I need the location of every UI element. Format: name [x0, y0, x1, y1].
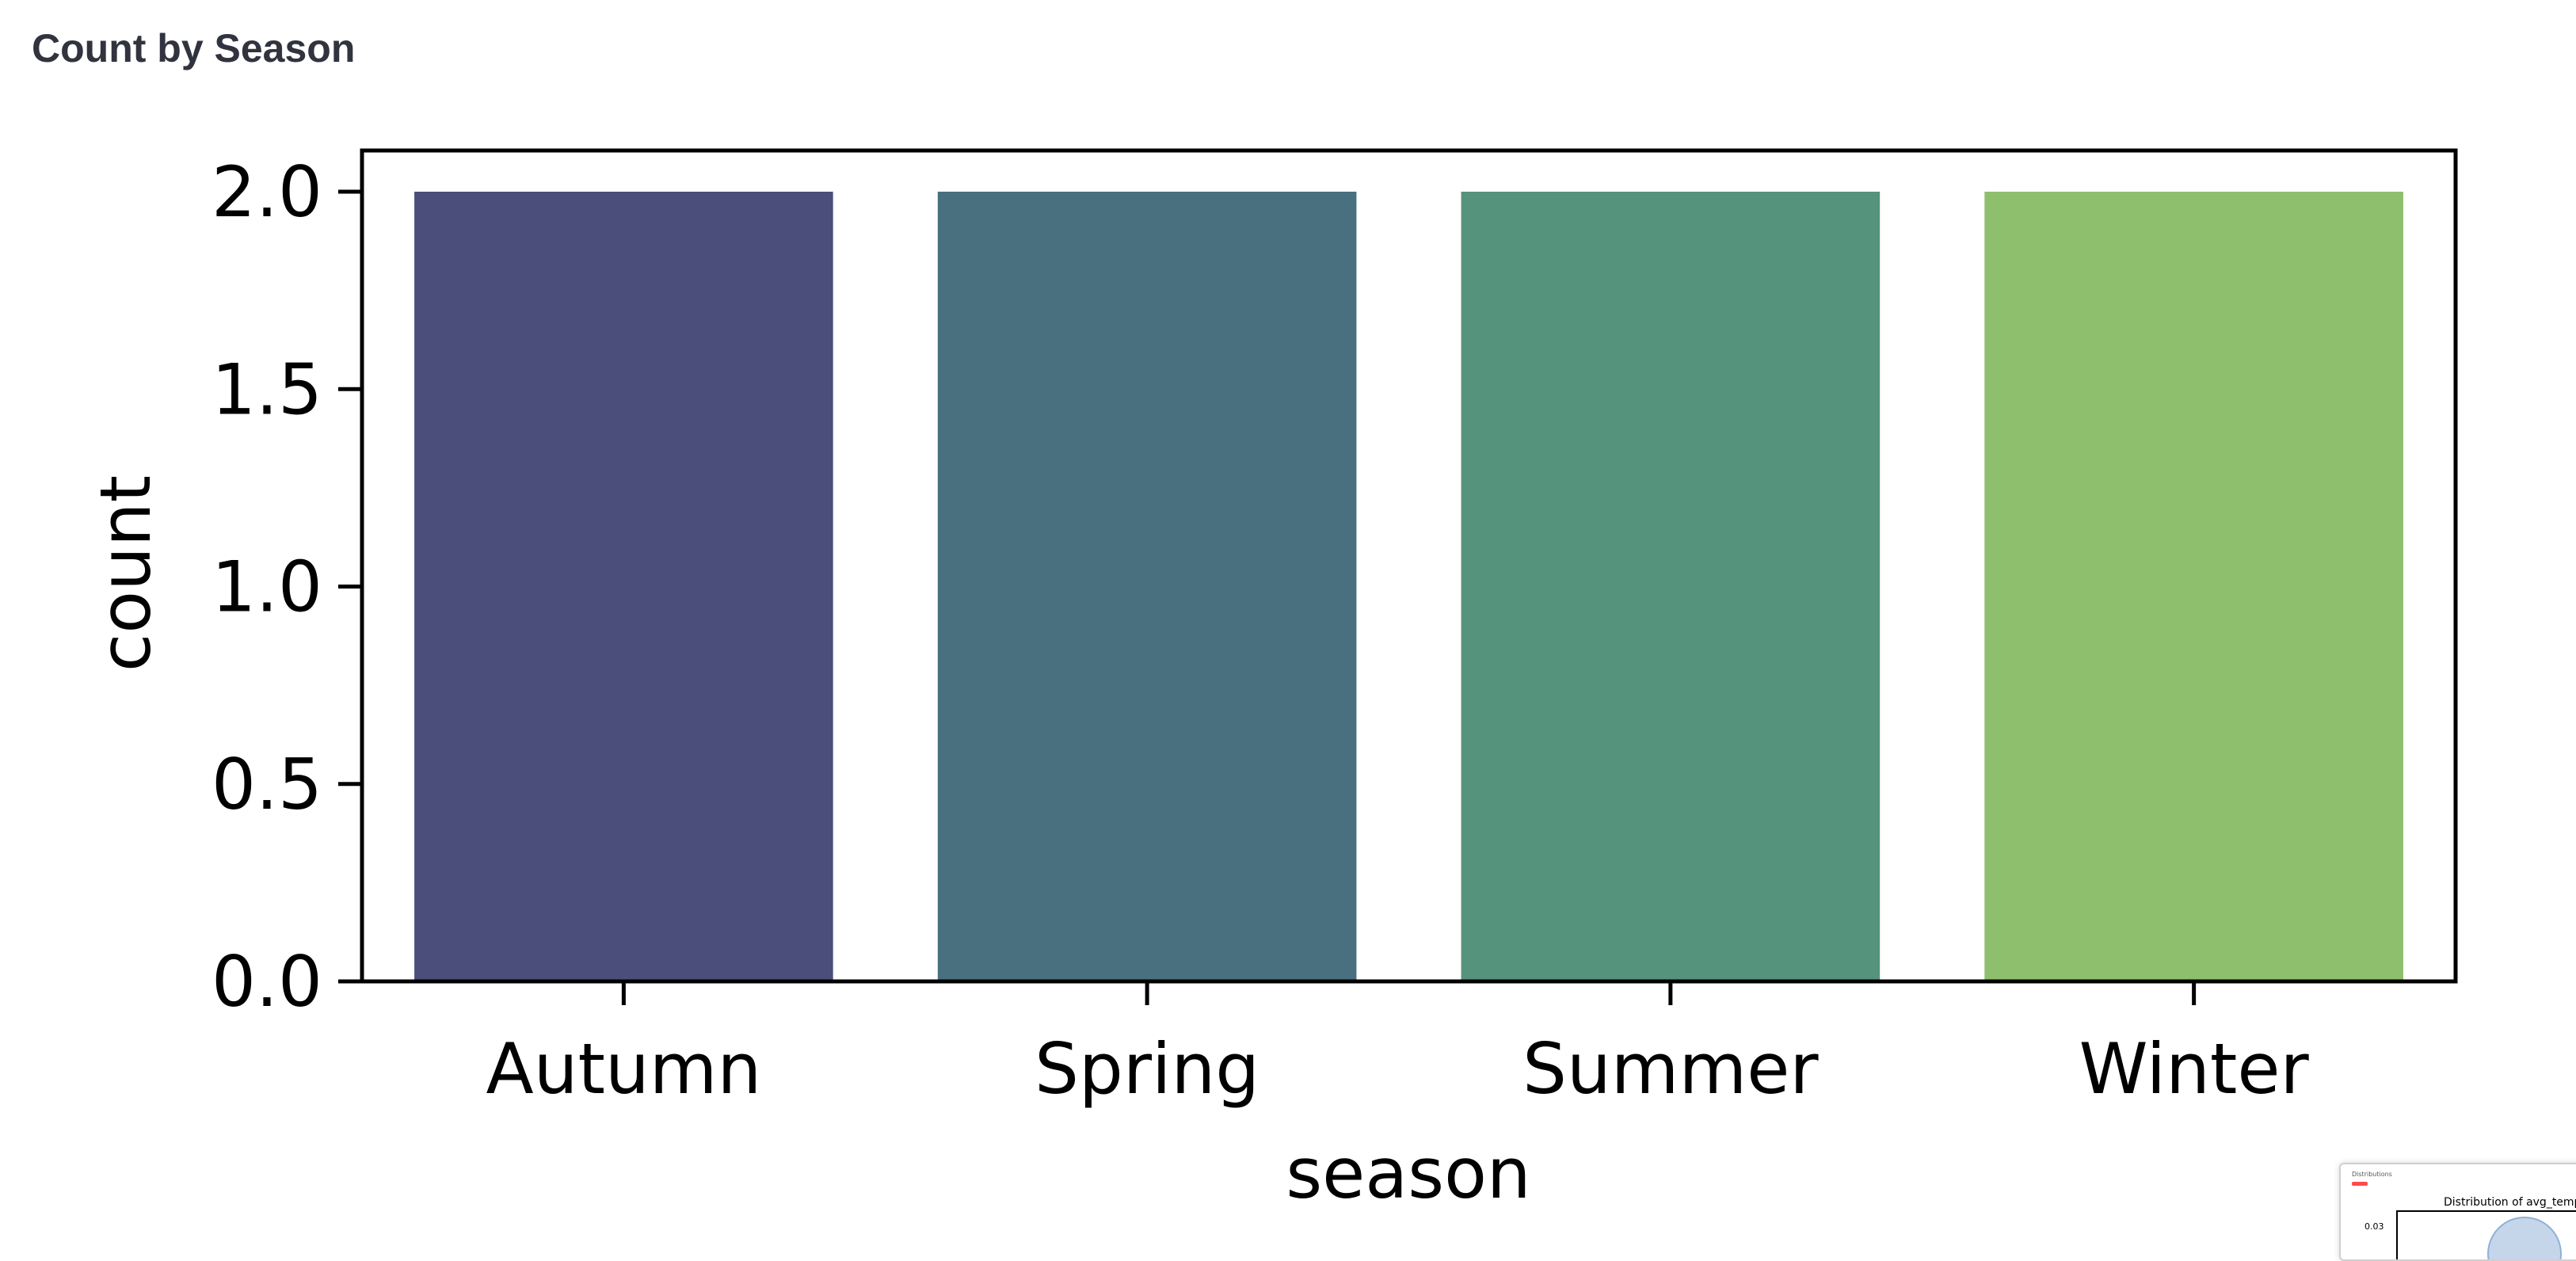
- y-tick-label: 0.0: [211, 941, 322, 1023]
- y-tick-label: 0.5: [211, 744, 322, 825]
- x-tick-label: Winter: [2079, 1028, 2310, 1110]
- y-tick-label: 2.0: [211, 151, 322, 233]
- x-axis: Autumn Spring Summer Winter: [486, 981, 2310, 1110]
- y-tick-label: 1.0: [211, 547, 322, 628]
- thumbnail-title: Distribution of avg_temp: [2444, 1196, 2576, 1209]
- x-tick-label: Spring: [1035, 1028, 1259, 1110]
- section-title: Count by Season: [32, 26, 356, 70]
- bar-spring: [937, 192, 1357, 981]
- thumbnail-header: Distributions: [2352, 1171, 2392, 1178]
- bar-summer: [1461, 192, 1881, 981]
- y-axis-label: count: [85, 475, 166, 672]
- thumbnail-tick: 0.03: [2365, 1221, 2384, 1232]
- thumbnail-frame: [2396, 1210, 2576, 1259]
- chart-thumbnail[interactable]: Distributions Distribution of avg_temp 0…: [2339, 1163, 2576, 1261]
- bars-layer: [414, 192, 2403, 981]
- bar-winter: [1984, 192, 2403, 981]
- y-axis: 0.0 0.5 1.0 1.5 2.0: [211, 151, 362, 1023]
- y-tick-label: 1.5: [211, 349, 322, 430]
- plot-frame: [360, 148, 2458, 984]
- x-tick-label: Summer: [1522, 1028, 1819, 1110]
- thumbnail-accent-bar: [2352, 1182, 2368, 1186]
- x-axis-label: season: [1286, 1133, 1530, 1214]
- bar-autumn: [414, 192, 833, 981]
- x-tick-label: Autumn: [486, 1028, 762, 1110]
